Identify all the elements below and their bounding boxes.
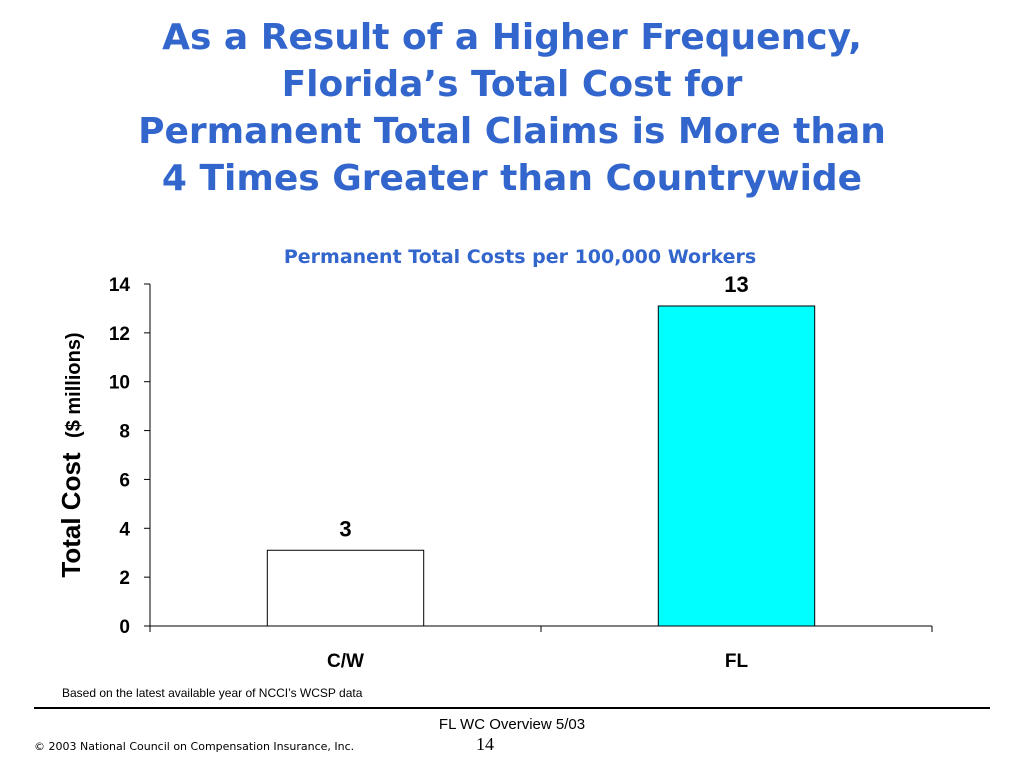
y-axis-label: Total Cost ($ millions) — [56, 332, 86, 577]
title-line-1: As a Result of a Higher Frequency, — [162, 17, 862, 58]
y-tick-label: 14 — [109, 275, 131, 296]
data-label: 13 — [724, 272, 748, 297]
bars — [266, 305, 816, 627]
slide-title: As a Result of a Higher Frequency, Flori… — [0, 14, 1024, 202]
y-tick-label: 4 — [119, 519, 130, 540]
y-axis-label-main: Total Cost — [56, 452, 86, 578]
footer-center-text: FL WC Overview 5/03 — [438, 716, 586, 733]
bar-fl — [657, 305, 816, 627]
bar-c-w — [266, 549, 425, 627]
title-line-3: Permanent Total Claims is More than — [138, 111, 886, 152]
y-axis-label-unit: ($ millions) — [63, 332, 85, 438]
x-axis: C/W FL — [149, 625, 933, 672]
source-note: Based on the latest available year of NC… — [62, 686, 363, 700]
footer-divider — [34, 707, 990, 709]
x-tick-label-c-w: C/W — [327, 651, 364, 672]
x-tick-label-fl: FL — [725, 651, 749, 672]
title-line-2: Florida’s Total Cost for — [281, 64, 743, 105]
data-labels: 3 13 — [339, 272, 748, 541]
chart-title: Permanent Total Costs per 100,000 Worker… — [284, 246, 756, 268]
y-axis: 0 2 4 6 8 10 12 14 — [109, 275, 151, 638]
y-tick-label: 6 — [119, 470, 130, 491]
y-tick-label: 12 — [109, 324, 130, 345]
y-tick-label: 2 — [119, 568, 130, 589]
slide-number: 14 — [476, 734, 494, 754]
y-tick-label: 8 — [119, 422, 130, 443]
y-tick-label: 10 — [109, 373, 130, 394]
title-line-4: 4 Times Greater than Countrywide — [161, 158, 863, 199]
data-label: 3 — [339, 516, 351, 541]
y-tick-label: 0 — [119, 617, 130, 638]
copyright-text: © 2003 National Council on Compensation … — [34, 740, 355, 753]
